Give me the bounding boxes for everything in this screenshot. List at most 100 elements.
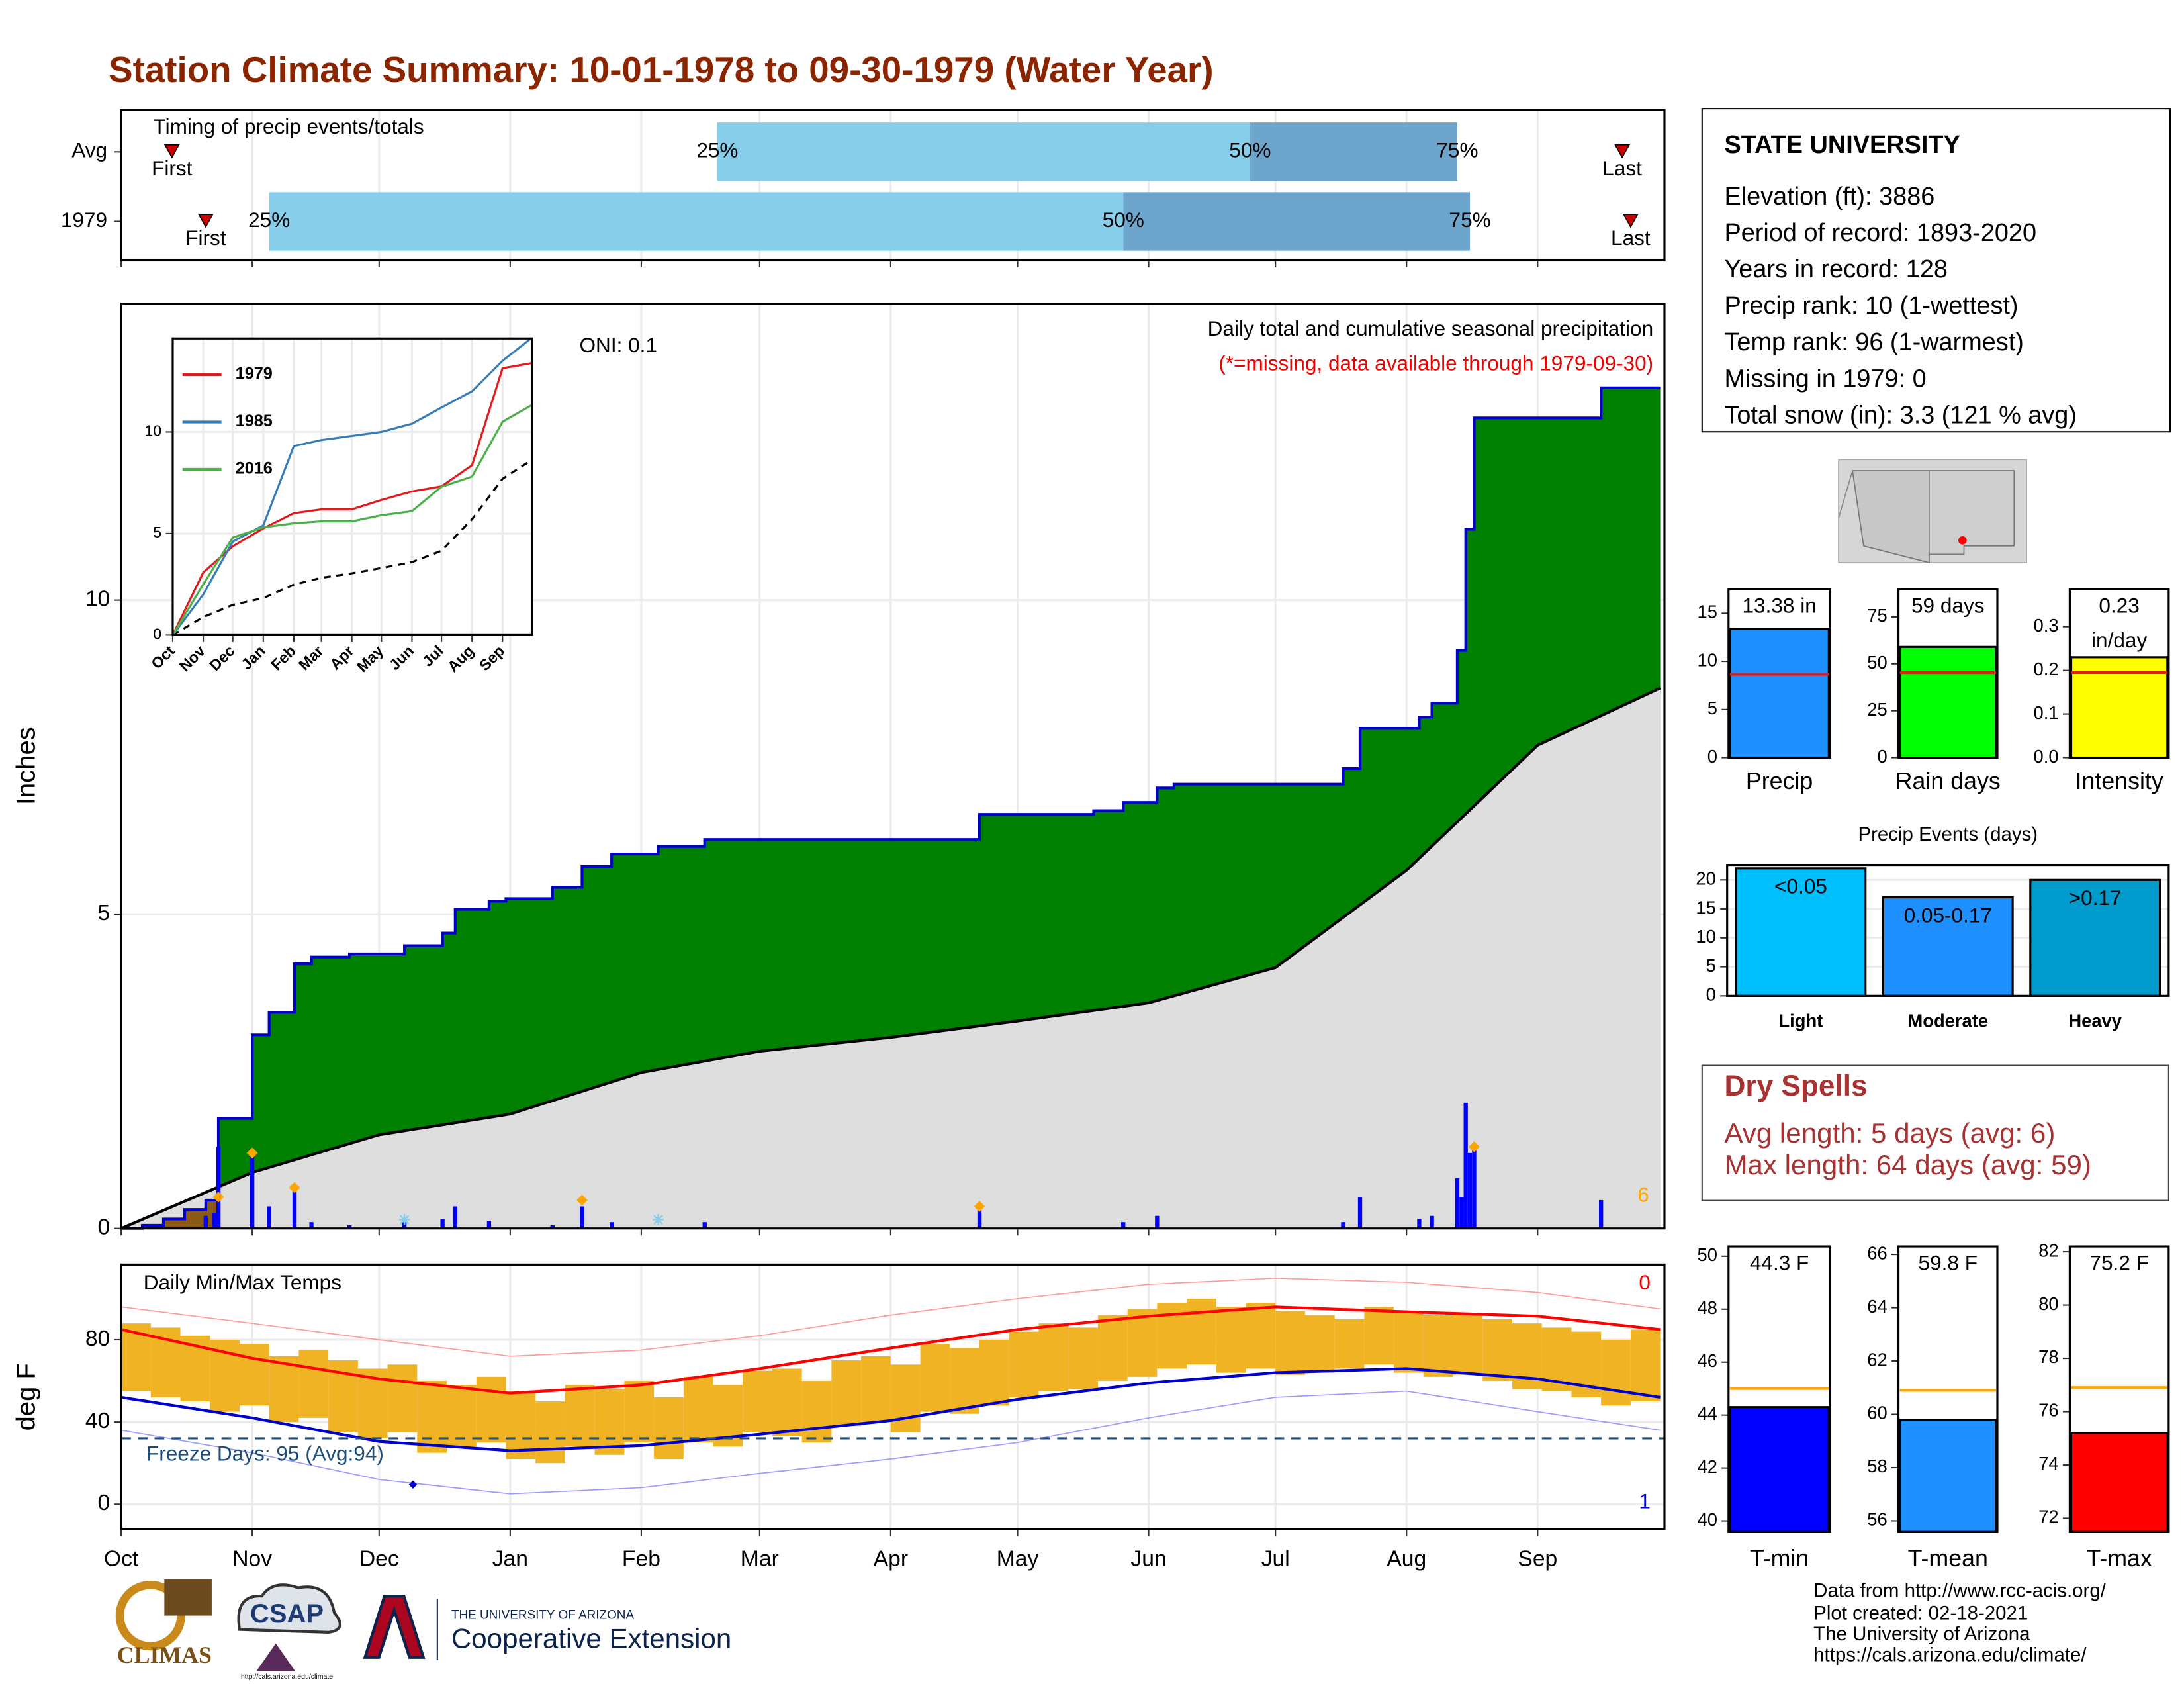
y-tick-label: 50 (1867, 652, 1887, 673)
daily-precip-bar (216, 1147, 221, 1229)
category-label: Intensity (2075, 768, 2163, 794)
value-label: 75.2 F (2089, 1251, 2148, 1275)
ua-name: THE UNIVERSITY OF ARIZONA (451, 1609, 635, 1622)
y-tick-label: 80 (85, 1327, 110, 1351)
plot-frame (2068, 1245, 2170, 1533)
y-tick-label: 44 (1698, 1403, 1717, 1424)
y-tick-label: 62 (1867, 1349, 1887, 1370)
x-tick-label: Mar (741, 1546, 779, 1571)
series-line (171, 338, 532, 636)
station-name: STATE UNIVERSITY (1724, 131, 1960, 159)
temp-range-bar (920, 1344, 950, 1412)
bar (1899, 1418, 1997, 1533)
ua-logo (363, 1595, 426, 1659)
temp-range-bar (624, 1381, 655, 1443)
event-label: First (185, 226, 226, 250)
x-tick-label: Oct (104, 1546, 139, 1571)
value-label: 59 days (1911, 594, 1985, 618)
event-label: Last (1602, 156, 1642, 180)
event-marker (163, 144, 180, 159)
y-tick-label: 5 (98, 901, 111, 925)
oni-label: ONI: 0.1 (580, 333, 658, 357)
csap-logo-text: CSAP (250, 1599, 324, 1628)
chart-title: Precip Events (days) (1858, 823, 2038, 845)
quartile-bar (1250, 122, 1457, 181)
deficit-area (121, 1199, 219, 1229)
quartile-label: 50% (1103, 208, 1144, 232)
temp-range-bar (1127, 1309, 1158, 1377)
daily-precip-bar (347, 1225, 352, 1229)
x-tick-label: Jul (1261, 1546, 1290, 1571)
y-tick-label: 82 (2038, 1240, 2058, 1260)
y-tick-label: 40 (1698, 1509, 1717, 1530)
bar (1729, 1406, 1830, 1533)
daily-precip-bar (550, 1225, 555, 1229)
y-tick-label: 78 (2038, 1346, 2058, 1367)
y-tick-label: 50 (1698, 1244, 1717, 1265)
y-axis-label: Inches (12, 727, 41, 805)
credit-line: https://cals.arizona.edu/climate/ (1813, 1644, 2087, 1665)
y-tick-label: 40 (85, 1409, 110, 1433)
row-label: 1979 (61, 208, 107, 232)
temp-range-bar (565, 1385, 595, 1447)
daily-precip-bar (250, 1152, 255, 1229)
quartile-label: 25% (696, 138, 738, 162)
y-tick-label: 48 (1698, 1297, 1717, 1318)
temp-range-bar (743, 1370, 772, 1432)
temp-range-bar (1068, 1327, 1098, 1389)
temp-range-bar (831, 1360, 862, 1427)
y-tick-label: 72 (2038, 1507, 2058, 1527)
y-tick-label: 25 (1867, 699, 1887, 720)
record-high-count: 0 (1639, 1270, 1651, 1294)
daily-precip-bar (1417, 1219, 1422, 1229)
temp-range-bar (1394, 1311, 1424, 1373)
y-tick-label: 74 (2038, 1453, 2058, 1474)
x-tick-label: Feb (622, 1546, 660, 1571)
credit-line: The University of Arizona (1813, 1623, 2030, 1645)
quartile-bar (717, 122, 1250, 181)
y-tick-label: 80 (2038, 1293, 2058, 1314)
record-line (120, 1390, 1661, 1495)
quartile-label: 75% (1436, 138, 1478, 162)
bar (1882, 896, 2014, 997)
daily-precip-bar (1467, 1152, 1473, 1229)
temp-range-bar (1482, 1319, 1512, 1382)
plot-frame (1897, 1245, 1999, 1533)
dry-spells-line: Avg length: 5 days (avg: 6) (1724, 1117, 2055, 1149)
avg-max-line (120, 1305, 1661, 1395)
category-label: Rain days (1895, 768, 2001, 794)
plot-frame (120, 109, 1666, 262)
temp-range-bar (654, 1397, 684, 1460)
temp-range-bar (1304, 1315, 1335, 1373)
panel-label: Timing of precip events/totals (154, 115, 424, 138)
y-tick-label: 64 (1867, 1296, 1887, 1317)
climas-logo-text: CLIMAS (117, 1642, 212, 1668)
temp-range-bar (1423, 1315, 1453, 1377)
daily-precip-bar (1459, 1197, 1464, 1229)
dry-spells-title: Dry Spells (1724, 1070, 1867, 1102)
plot-frame (120, 303, 1666, 1230)
snow-count: 6 (1637, 1183, 1649, 1207)
value-label: 0.23 in/day (2091, 594, 2147, 653)
value-label: 44.3 F (1750, 1251, 1809, 1275)
info-line: Years in record: 128 (1724, 256, 1948, 283)
legend-label: 1979 (236, 365, 273, 383)
temp-range-bar (772, 1368, 802, 1436)
extension-name: Cooperative Extension (451, 1623, 731, 1654)
average-line (172, 459, 532, 636)
y-tick-label: 10 (85, 587, 110, 612)
daily-precip-bar (1472, 1147, 1477, 1229)
y-tick-label: 20 (1696, 868, 1715, 889)
event-marker (197, 214, 214, 228)
y-tick-label: 0.2 (2034, 659, 2059, 679)
temp-range-bar (269, 1356, 299, 1423)
x-tick-label: Jan (492, 1546, 528, 1571)
y-tick-label: 5 (1706, 955, 1716, 976)
daily-precip-bar (1357, 1197, 1363, 1229)
info-line: Period of record: 1893-2020 (1724, 219, 2036, 247)
x-tick-label: Jun (1130, 1546, 1166, 1571)
series-line (171, 362, 531, 636)
y-tick-label: 5 (1707, 698, 1717, 718)
x-tick-label: Aug (1387, 1546, 1426, 1571)
